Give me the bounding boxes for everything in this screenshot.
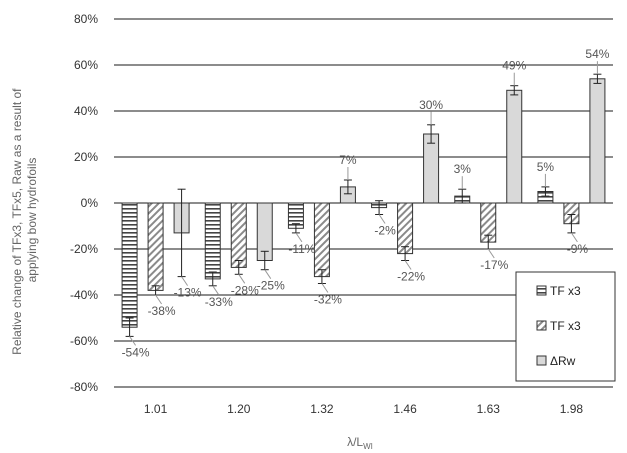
x-tick-label-2: 1.32 [310,402,334,416]
legend-label-1: TF x3 [550,319,581,333]
data-label-s1-c3: -22% [397,270,425,284]
data-label-s2-c5: 54% [585,47,609,61]
leader-line-s1-c3 [404,260,412,270]
leader-line-s1-c2 [321,283,329,293]
x-tick-label-4: 1.63 [477,402,501,416]
legend-item-0: TF x3 [536,284,581,298]
bar-s1-c2 [313,202,330,278]
leader-line-s0-c3 [378,214,386,224]
y-tick-label-5: 20% [74,150,98,164]
data-label-s0-c1: -33% [205,295,233,309]
x-tick-labels: 1.01 1.20 1.32 1.46 1.63 1.98 [144,402,584,416]
legend-label-0: TF x3 [550,284,581,298]
bars [121,78,606,328]
leader-line-s1-c4 [487,248,495,259]
bar-s0-c1 [204,202,221,280]
y-tick-label-1: -60% [70,334,98,348]
error-bars [125,73,602,337]
bar-s1-c3 [397,202,414,255]
data-label-s2-c1: -25% [257,279,285,293]
legend-label-2: ΔRw [550,354,576,368]
bar-s1-c0 [147,202,164,291]
x-axis-title-main: λ/L [347,435,363,449]
y-tick-label-2: -40% [70,288,98,302]
x-tick-label-1: 1.20 [227,402,251,416]
data-label-s0-c4: 3% [454,162,472,176]
x-axis-title: λ/LWI [347,435,373,451]
data-label-s2-c0: -13% [174,286,202,300]
legend-swatch-2 [536,355,547,366]
data-label-s1-c5: -9% [567,242,589,256]
y-tick-label-8: 80% [74,12,98,26]
y-tick-label-3: -20% [70,242,98,256]
data-label-s0-c5: 5% [537,160,555,174]
leader-line-s2-c0 [181,276,188,286]
x-tick-label-5: 1.98 [560,402,584,416]
data-labels: -54% -33% -11% -2% 3% 5% -38% -28% -32% -22% -17% -… [122,47,610,359]
legend-swatch-1 [536,320,547,331]
y-tick-labels: -80% -60% -40% -20% 0% 20% 40% 60% 80% [70,12,98,394]
leader-line-s0-c1 [212,285,220,296]
legend-item-1: TF x3 [536,319,581,333]
data-label-s2-c3: 30% [419,98,443,112]
y-tick-label-7: 60% [74,58,98,72]
data-label-s1-c1: -28% [231,283,259,297]
x-tick-label-0: 1.01 [144,402,168,416]
y-axis-title-line-2: applying bow hydrofoils [25,158,39,283]
leader-line-s0-c2 [295,232,303,243]
data-label-s1-c4: -17% [480,258,508,272]
leader-line-s2-c1 [264,269,272,279]
y-tick-label-0: -80% [70,380,98,394]
x-axis-title-subscript: WI [363,442,373,451]
bar-s2-c5 [589,78,606,204]
bar-s2-c3 [423,133,440,204]
y-tick-label-6: 40% [74,104,98,118]
legend-item-2: ΔRw [536,354,576,368]
bar-s0-c0 [121,202,138,328]
y-axis-title: Relative change of TFx3, TFx5, Raw as a … [10,85,39,355]
bar-s1-c1 [230,202,247,268]
data-label-s0-c2: -11% [288,242,315,256]
leader-line-s1-c1 [238,274,246,284]
gridlines [114,18,613,388]
data-label-s2-c4: 49% [502,59,526,73]
legend: TF x3 TF x3 ΔRw [515,271,616,382]
data-label-s0-c0: -54% [122,345,150,359]
data-label-s1-c2: -32% [314,293,342,307]
x-tick-label-3: 1.46 [393,402,417,416]
data-label-s2-c2: 7% [339,153,357,167]
leader-line-s0-c0 [129,336,136,346]
legend-swatch-0 [536,285,547,296]
y-axis-title-line-1: Relative change of TFx3, TFx5, Raw as a … [10,88,24,355]
data-label-s1-c0: -38% [148,304,176,318]
y-tick-label-4: 0% [81,196,99,210]
leader-line-s1-c0 [155,294,162,305]
bar-s2-c4 [506,89,523,204]
legend-box [515,271,616,382]
leader-line-s1-c5 [571,232,578,243]
data-label-s0-c3: -2% [374,224,396,238]
